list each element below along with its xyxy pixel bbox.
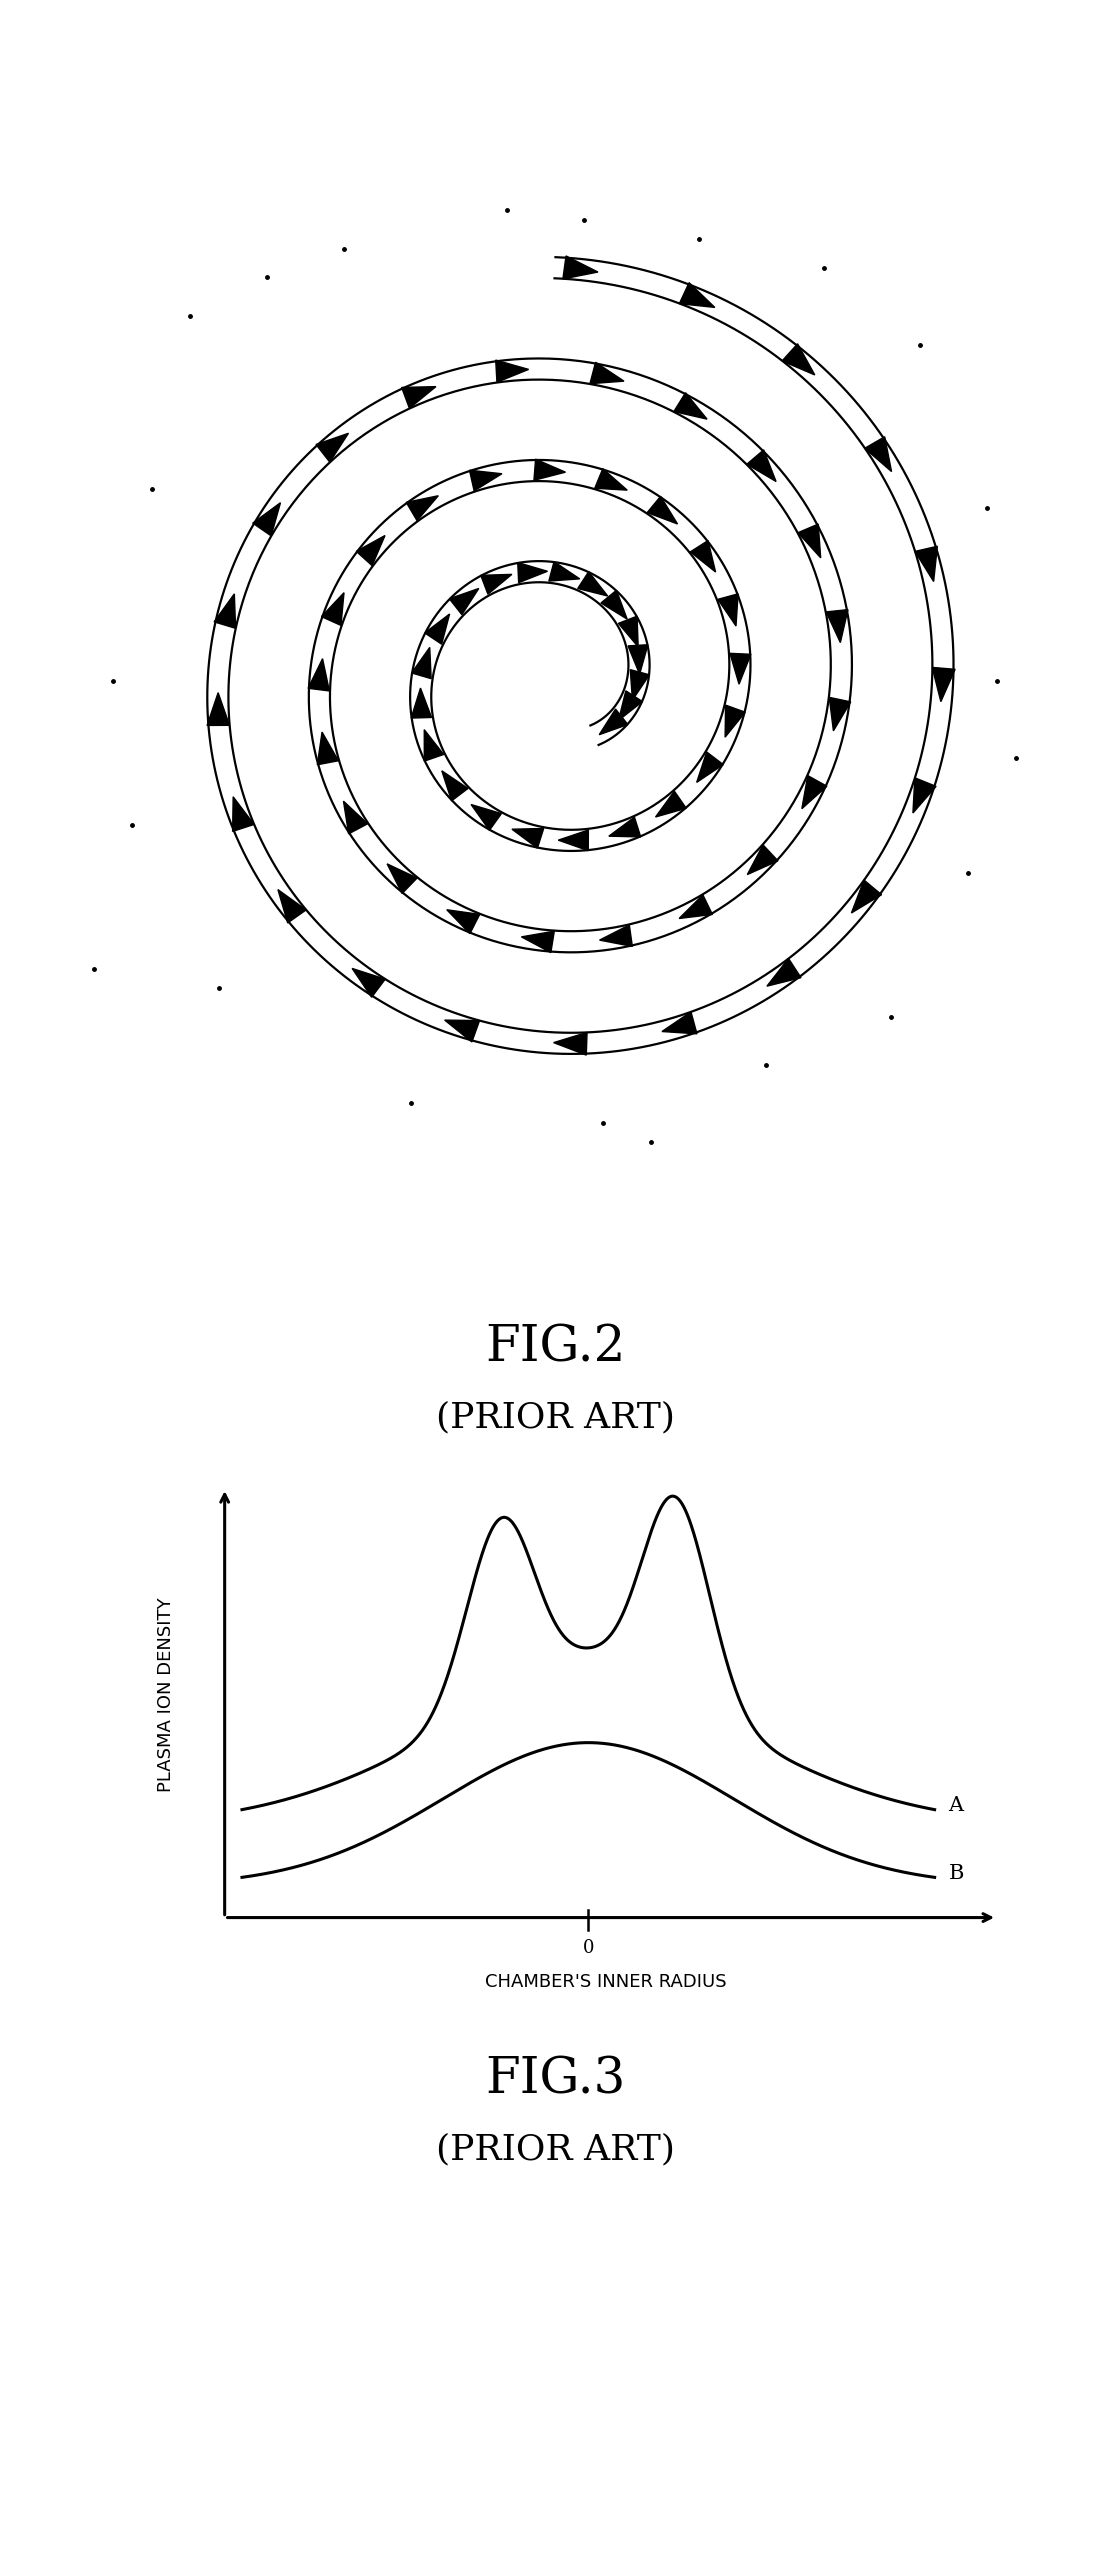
Polygon shape bbox=[829, 696, 850, 730]
Polygon shape bbox=[316, 434, 349, 462]
Polygon shape bbox=[214, 593, 235, 629]
Polygon shape bbox=[674, 393, 707, 419]
Polygon shape bbox=[730, 653, 750, 683]
Polygon shape bbox=[690, 539, 716, 573]
Polygon shape bbox=[912, 778, 936, 812]
Polygon shape bbox=[522, 930, 554, 953]
Polygon shape bbox=[424, 730, 444, 760]
Polygon shape bbox=[609, 817, 640, 837]
Polygon shape bbox=[599, 709, 628, 735]
Text: FIG.2: FIG.2 bbox=[485, 1323, 625, 1372]
Polygon shape bbox=[253, 504, 281, 537]
Polygon shape bbox=[496, 360, 528, 383]
Polygon shape bbox=[481, 575, 512, 593]
Polygon shape bbox=[387, 863, 417, 894]
Text: (PRIOR ART): (PRIOR ART) bbox=[435, 1400, 675, 1434]
Polygon shape bbox=[851, 881, 881, 912]
Polygon shape bbox=[352, 969, 385, 997]
Polygon shape bbox=[725, 704, 745, 737]
Text: PLASMA ION DENSITY: PLASMA ION DENSITY bbox=[157, 1598, 174, 1793]
Polygon shape bbox=[534, 460, 565, 480]
Polygon shape bbox=[450, 588, 478, 614]
Text: B: B bbox=[948, 1865, 963, 1883]
Polygon shape bbox=[783, 344, 815, 375]
Polygon shape bbox=[601, 591, 627, 619]
Polygon shape bbox=[402, 385, 436, 408]
Text: CHAMBER'S INNER RADIUS: CHAMBER'S INNER RADIUS bbox=[485, 1973, 726, 1991]
Polygon shape bbox=[517, 563, 547, 583]
Polygon shape bbox=[801, 776, 827, 809]
Polygon shape bbox=[656, 791, 686, 817]
Polygon shape bbox=[512, 827, 544, 848]
Polygon shape bbox=[647, 496, 677, 524]
Polygon shape bbox=[470, 470, 502, 491]
Polygon shape bbox=[599, 925, 633, 945]
Polygon shape bbox=[630, 671, 649, 701]
Polygon shape bbox=[322, 593, 344, 624]
Polygon shape bbox=[563, 257, 598, 280]
Polygon shape bbox=[662, 1012, 697, 1033]
Polygon shape bbox=[558, 830, 588, 850]
Polygon shape bbox=[446, 909, 480, 933]
Text: FIG.3: FIG.3 bbox=[485, 2055, 625, 2104]
Polygon shape bbox=[798, 524, 820, 557]
Polygon shape bbox=[915, 547, 937, 581]
Polygon shape bbox=[548, 563, 579, 581]
Text: (PRIOR ART): (PRIOR ART) bbox=[435, 2132, 675, 2166]
Polygon shape bbox=[445, 1020, 480, 1043]
Polygon shape bbox=[471, 804, 502, 830]
Polygon shape bbox=[343, 802, 367, 835]
Polygon shape bbox=[826, 609, 848, 642]
Text: 0: 0 bbox=[583, 1940, 594, 1958]
Polygon shape bbox=[697, 753, 724, 784]
Polygon shape bbox=[425, 614, 450, 645]
Text: A: A bbox=[948, 1796, 963, 1816]
Polygon shape bbox=[747, 450, 776, 480]
Polygon shape bbox=[747, 845, 778, 873]
Polygon shape bbox=[554, 1033, 587, 1056]
Polygon shape bbox=[233, 796, 254, 832]
Polygon shape bbox=[595, 468, 627, 491]
Polygon shape bbox=[618, 691, 643, 719]
Polygon shape bbox=[589, 362, 624, 383]
Polygon shape bbox=[865, 437, 891, 473]
Polygon shape bbox=[406, 496, 438, 522]
Polygon shape bbox=[718, 593, 738, 627]
Polygon shape bbox=[767, 958, 801, 986]
Polygon shape bbox=[628, 645, 648, 673]
Polygon shape bbox=[442, 771, 468, 802]
Polygon shape bbox=[411, 688, 432, 719]
Polygon shape bbox=[618, 617, 638, 647]
Polygon shape bbox=[679, 283, 715, 308]
Polygon shape bbox=[932, 668, 955, 701]
Polygon shape bbox=[278, 889, 306, 922]
Polygon shape bbox=[309, 658, 330, 691]
Polygon shape bbox=[317, 732, 339, 766]
Polygon shape bbox=[208, 694, 230, 724]
Polygon shape bbox=[412, 647, 431, 678]
Polygon shape bbox=[679, 894, 713, 920]
Polygon shape bbox=[356, 534, 385, 565]
Polygon shape bbox=[577, 573, 607, 596]
